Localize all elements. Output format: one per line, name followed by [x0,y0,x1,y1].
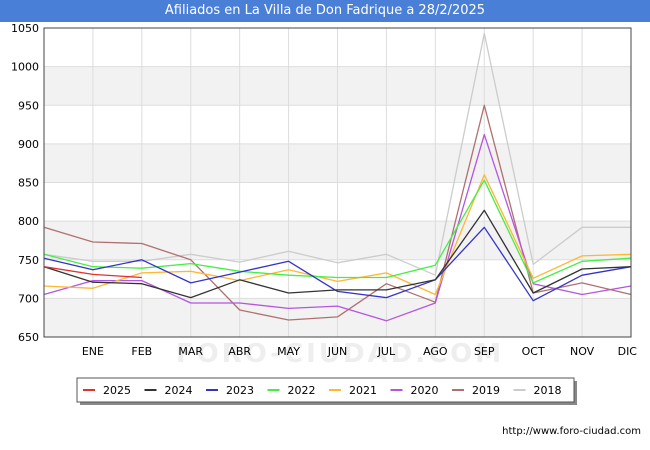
series-lines [43,32,632,322]
legend-entries: 2025 2024 2023 2022 2021 2020 2019 2018 [83,384,562,397]
legend-label-2018: 2018 [534,384,562,397]
y-axis-ticks: 650 700 750 800 850 900 950 1000 1050 [11,22,39,344]
x-tick-label: SEP [474,345,495,358]
y-tick-label: 950 [18,99,39,112]
x-tick-label: FEB [131,345,152,358]
grid-lines [44,27,631,338]
y-tick-label: 1000 [11,61,39,74]
y-tick-label: 1050 [11,22,39,35]
y-tick-label: 650 [18,331,39,344]
legend-box: 2025 2024 2023 2022 2021 2020 2019 2018 [76,377,577,405]
legend-frame [76,377,575,403]
x-tick-label: MAR [178,345,203,358]
x-tick-label: NOV [570,345,595,358]
x-tick-label: DIC [618,345,638,358]
legend-label-2020: 2020 [411,384,439,397]
series-line-2022 [43,179,632,284]
legend-label-2023: 2023 [226,384,254,397]
plot-frame [43,27,632,338]
series-line-2021 [43,174,632,296]
x-tick-label: ABR [228,345,251,358]
series-line-2020 [43,133,632,322]
y-tick-label: 850 [18,177,39,190]
legend-label-2021: 2021 [349,384,377,397]
chart-title: Afiliados en La Villa de Don Fadrique a … [0,0,650,22]
x-tick-label: AGO [423,345,448,358]
x-tick-label: MAY [277,345,300,358]
y-tick-label: 700 [18,292,39,305]
series-line-2018 [43,32,631,276]
legend-label-2025: 2025 [103,384,131,397]
y-tick-label: 900 [18,138,39,151]
legend-label-2019: 2019 [472,384,500,397]
series-line-2024 [43,209,632,299]
x-tick-label: JUL [377,345,396,358]
x-tick-label: OCT [522,345,545,358]
series-line-2023 [43,226,632,302]
legend-label-2024: 2024 [165,384,193,397]
x-axis-ticks: ENE FEB MAR ABR MAY JUN JUL AGO SEP OCT NOV DIC [82,345,637,358]
source-url: http://www.foro-ciudad.com [502,426,641,437]
y-tick-label: 800 [18,215,39,228]
y-tick-label: 750 [18,254,39,267]
x-tick-label: ENE [82,345,104,358]
watermark: FORO-CIUDAD.COM [176,339,504,369]
x-tick-label: JUN [327,345,348,358]
legend-label-2022: 2022 [288,384,316,397]
